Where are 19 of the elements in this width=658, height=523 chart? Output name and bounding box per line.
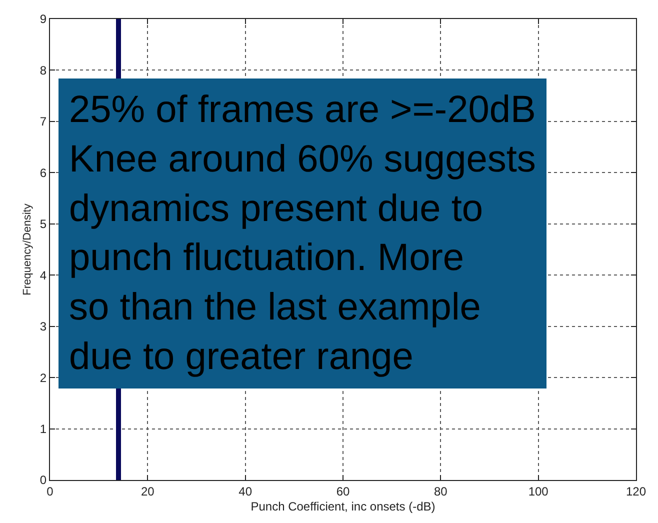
y-tick-label: 0 — [40, 473, 47, 488]
y-tick-label: 6 — [40, 166, 47, 180]
x-tick-label: 20 — [140, 484, 155, 498]
x-tick-label: 40 — [238, 484, 252, 498]
x-tick-label: 120 — [626, 484, 646, 498]
y-tick-label: 1 — [40, 422, 47, 436]
y-axis-title: Frequency/Density — [22, 203, 34, 296]
y-tick-label: 9 — [40, 12, 47, 26]
y-tick-label: 8 — [40, 63, 47, 78]
annotation: 25% of frames are >=-20dB Knee around 60% suggests dynamics present due to punch fluctuation. More so than the last example due to greater range — [69, 89, 536, 378]
y-tick-label: 7 — [40, 114, 47, 129]
x-tick-label: 60 — [336, 484, 350, 498]
y-tick-label: 2 — [40, 370, 47, 385]
y-tick-label: 3 — [40, 320, 47, 334]
x-axis-title: Punch Coefficient, inc onsets (-dB) — [250, 499, 436, 514]
y-tick-label: 4 — [40, 268, 47, 282]
y-tick-label: 5 — [40, 217, 47, 232]
x-tick-label: 80 — [434, 484, 448, 498]
x-tick-label: 100 — [528, 484, 549, 498]
